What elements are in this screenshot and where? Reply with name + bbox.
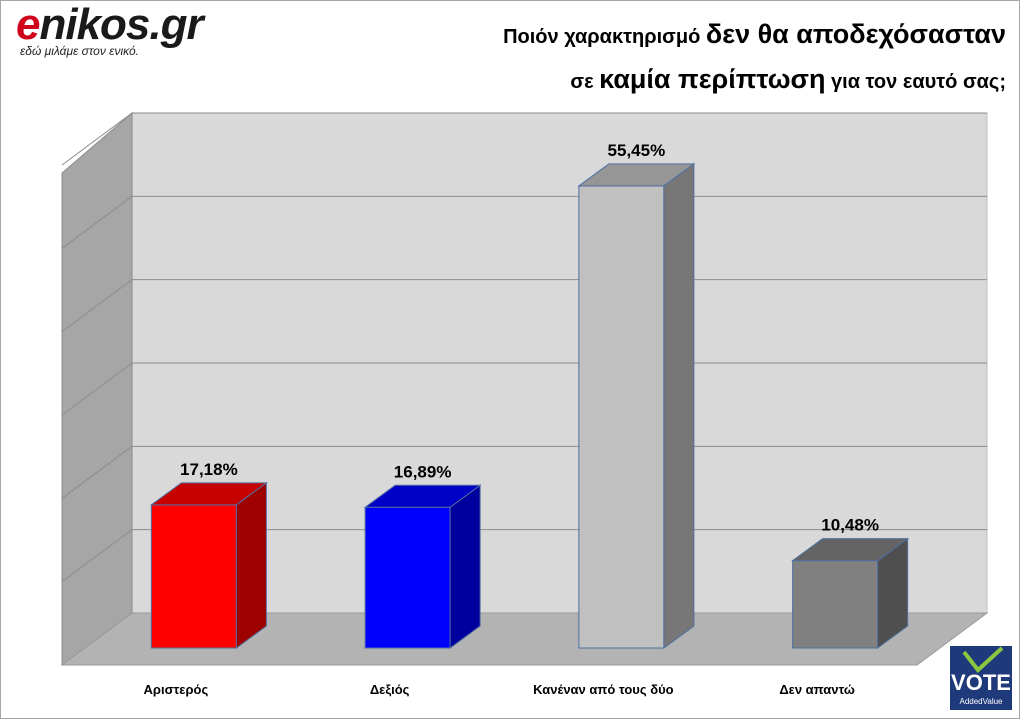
- enikos-wordmark: enikos.gr: [16, 0, 204, 49]
- gridline-side: [61, 362, 133, 416]
- title-line1-large: δεν θα αποδεχόσασταν: [705, 19, 1006, 49]
- vote-logo: VOTE AddedValue: [950, 646, 1012, 710]
- chart-floor: [60, 612, 989, 666]
- bar-data-label: 17,18%: [180, 460, 238, 479]
- title-line2-small-a: σε: [570, 71, 600, 93]
- bar-data-label: 10,48%: [821, 516, 879, 535]
- bar-front: [792, 560, 879, 649]
- logo-brand-rest: nikos: [39, 0, 150, 49]
- gridline-side: [61, 112, 133, 166]
- vote-logo-background: [950, 646, 1012, 710]
- category-label: Κανέναν από τους δύο: [533, 682, 674, 697]
- gridline-side: [61, 195, 133, 249]
- title-line-1: Ποιόν χαρακτηρισμό δεν θα αποδεχόσασταν: [503, 14, 1006, 59]
- logo-tagline: εδώ μιλάμε στον ενικό.: [20, 44, 139, 58]
- bar-top: [363, 484, 482, 508]
- enikos-logo: enikos.gr εδώ μιλάμε στον ενικό.: [16, 0, 204, 59]
- bar-side: [449, 484, 481, 649]
- category-label: Δεξιός: [370, 682, 410, 697]
- bar-top: [149, 482, 268, 506]
- bar-front: [150, 504, 237, 649]
- logo-brand-tld: .gr: [149, 0, 203, 49]
- gridline-side: [61, 445, 133, 499]
- title-line2-small-b: για τον εαυτό σας;: [825, 71, 1006, 93]
- bar-top: [791, 538, 910, 562]
- gridline-side: [61, 279, 133, 333]
- title-line-2: σε καμία περίπτωση για τον εαυτό σας;: [503, 59, 1006, 104]
- bar-top: [577, 163, 696, 187]
- vote-check-icon: [962, 646, 1004, 673]
- category-label: Αριστερός: [144, 682, 209, 697]
- bar-data-label: 55,45%: [608, 141, 666, 160]
- bar-front: [364, 506, 451, 649]
- chart-title: Ποιόν χαρακτηρισμό δεν θα αποδεχόσασταν …: [503, 14, 1006, 104]
- bar-side: [235, 481, 267, 649]
- logo-letter-e: e: [16, 0, 41, 49]
- bar-front: [578, 185, 665, 649]
- category-label: Δεν απαντώ: [779, 682, 855, 697]
- title-line1-small: Ποιόν χαρακτηρισμό: [503, 26, 706, 48]
- vote-logo-subtext: AddedValue: [960, 697, 1004, 706]
- bar-side: [663, 162, 695, 649]
- vote-logo-graphic: VOTE AddedValue: [950, 646, 1012, 710]
- vote-logo-text: VOTE: [951, 670, 1011, 695]
- title-line2-large: καμία περίπτωση: [599, 64, 826, 94]
- bar-data-label: 16,89%: [394, 462, 452, 481]
- gridline-side: [61, 529, 133, 583]
